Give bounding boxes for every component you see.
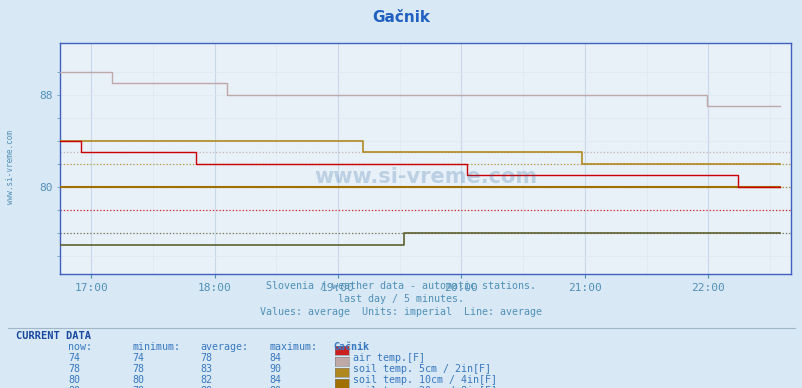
- Text: 80: 80: [68, 386, 80, 388]
- Text: Slovenia / weather data - automatic stations.: Slovenia / weather data - automatic stat…: [266, 281, 536, 291]
- Text: 78: 78: [200, 353, 213, 363]
- Text: 82: 82: [200, 375, 213, 385]
- Text: Values: average  Units: imperial  Line: average: Values: average Units: imperial Line: av…: [260, 307, 542, 317]
- Text: 84: 84: [269, 375, 281, 385]
- Text: soil temp. 5cm / 2in[F]: soil temp. 5cm / 2in[F]: [352, 364, 490, 374]
- Text: 78: 78: [68, 364, 80, 374]
- Text: 78: 78: [132, 364, 144, 374]
- Text: 80: 80: [132, 375, 144, 385]
- Text: last day / 5 minutes.: last day / 5 minutes.: [338, 294, 464, 304]
- Text: now:: now:: [68, 342, 92, 352]
- Text: 74: 74: [132, 353, 144, 363]
- Text: www.si-vreme.com: www.si-vreme.com: [314, 166, 537, 187]
- Text: CURRENT DATA: CURRENT DATA: [16, 331, 91, 341]
- Text: 80: 80: [68, 375, 80, 385]
- Text: www.si-vreme.com: www.si-vreme.com: [6, 130, 15, 204]
- Text: 84: 84: [269, 353, 281, 363]
- Text: 80: 80: [269, 386, 281, 388]
- Text: air temp.[F]: air temp.[F]: [352, 353, 424, 363]
- Text: Gačnik: Gačnik: [333, 342, 369, 352]
- Text: 83: 83: [200, 364, 213, 374]
- Text: 74: 74: [68, 353, 80, 363]
- Text: soil temp. 20cm / 8in[F]: soil temp. 20cm / 8in[F]: [352, 386, 496, 388]
- Text: maximum:: maximum:: [269, 342, 317, 352]
- Text: 78: 78: [132, 386, 144, 388]
- Text: average:: average:: [200, 342, 249, 352]
- Text: Gačnik: Gačnik: [372, 10, 430, 25]
- Text: minimum:: minimum:: [132, 342, 180, 352]
- Text: 80: 80: [200, 386, 213, 388]
- Text: 90: 90: [269, 364, 281, 374]
- Text: soil temp. 10cm / 4in[F]: soil temp. 10cm / 4in[F]: [352, 375, 496, 385]
